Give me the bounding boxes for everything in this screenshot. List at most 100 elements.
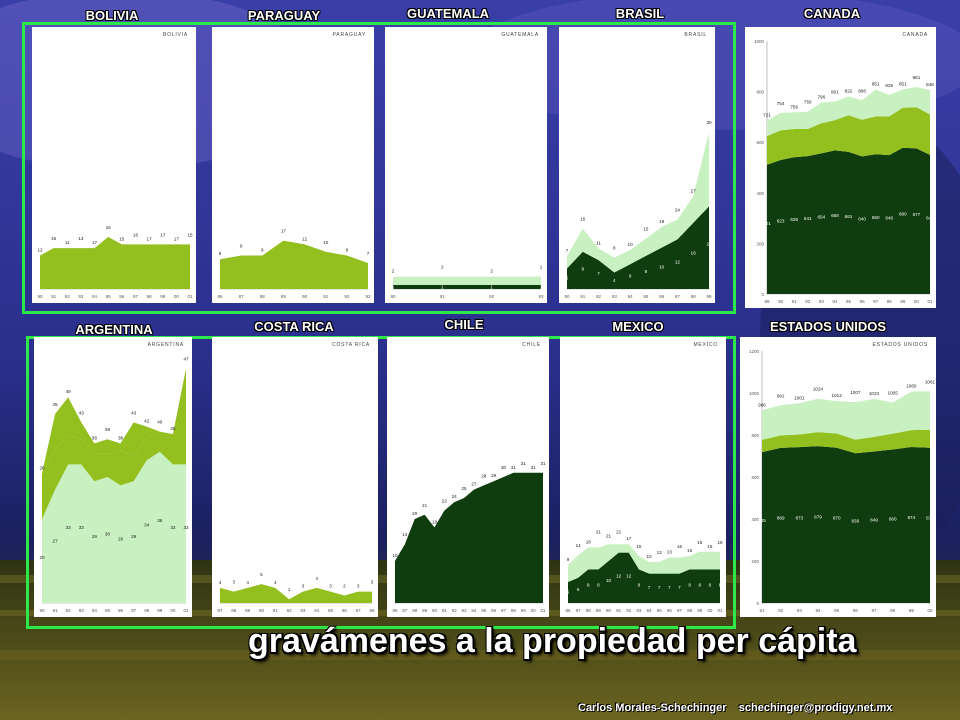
chart-panel-paraguay: PARAGUAY 8 86 9 87 9 88 17 89 12 90 10 91 9 92 7 93 xyxy=(212,27,374,303)
x-tick-bolivia: 90 xyxy=(37,294,43,299)
area-mid-guatemala xyxy=(393,276,541,285)
value-label-top-chile: 28 xyxy=(481,473,487,478)
x-tick-argentina: 01 xyxy=(183,608,189,613)
value-label-top-argentina: 47 xyxy=(183,357,189,362)
area-base-chile xyxy=(395,472,543,603)
value-label-top-mexico: 16 xyxy=(687,548,693,553)
value-label-top-bolivia: 17 xyxy=(147,236,153,241)
value-label-top-mexico: 21 xyxy=(606,533,612,538)
x-tick-canada: 91 xyxy=(792,299,798,304)
x-tick-costa-rica: 90 xyxy=(259,608,265,613)
credit-email: schechinger@prodigy.net.mx xyxy=(738,702,893,714)
value-label-base-brasil: 7 xyxy=(597,271,600,276)
value-label-top-estados-unidos: 1060 xyxy=(906,384,917,389)
x-tick-argentina: 95 xyxy=(105,608,111,613)
x-tick-paraguay: 87 xyxy=(239,294,245,299)
x-tick-mexico: 92 xyxy=(626,608,632,613)
x-tick-costa-rica: 89 xyxy=(245,608,251,613)
value-label-base-brasil: 8 xyxy=(645,269,648,274)
value-label-top-costa-rica: 4 xyxy=(315,576,318,581)
inner-label-mexico: MEXICO xyxy=(693,342,718,348)
x-tick-canada: 90 xyxy=(778,299,784,304)
value-label-top-mexico: 14 xyxy=(576,543,582,548)
value-label-top-canada: 721 xyxy=(763,113,771,118)
value-label-top-mexico: 13 xyxy=(667,550,673,555)
chart-panel-mexico: MEXICO 9 5 86 14 6 87 18 8 88 21 8 89 21 10 90 21 12 91 17 1… xyxy=(560,337,726,617)
value-label-top-chile: 24 xyxy=(452,494,458,499)
value-label-top-estados-unidos: 1007 xyxy=(850,390,861,395)
value-label-top-costa-rica: 3 xyxy=(371,580,374,585)
value-label-top-mexico: 13 xyxy=(657,550,663,555)
inner-label-brasil: BRASIL xyxy=(684,32,707,38)
x-tick-paraguay: 89 xyxy=(281,294,287,299)
area-main-costa-rica xyxy=(220,584,372,603)
value-label-top-argentina: 43 xyxy=(131,410,137,415)
x-tick-mexico: 95 xyxy=(657,608,663,613)
inner-label-chile: CHILE xyxy=(522,342,541,348)
x-tick-mexico: 99 xyxy=(697,608,703,613)
value-label-top-bolivia: 15 xyxy=(187,232,193,237)
value-label-base-canada: 661 xyxy=(845,214,853,219)
x-tick-mexico: 01 xyxy=(717,608,723,613)
chart-svg-guatemala: GUATEMALA 2 1 90 2 1 91 2 1 92 1 1 93 xyxy=(390,32,544,299)
chart-title-bolivia: BOLIVIA xyxy=(85,8,139,23)
x-tick-canada: 00 xyxy=(914,299,920,304)
value-label-base-mexico: 8 xyxy=(597,583,600,588)
x-tick-mexico: 00 xyxy=(707,608,713,613)
value-label-base-canada: 650 xyxy=(872,215,880,220)
area-base-guatemala xyxy=(393,284,541,289)
x-tick-brasil: 97 xyxy=(675,294,681,299)
chart-panel-argentina: ARGENTINA 26 20 90 45 27 91 49 33 92 43 33 93 38 29 94 3… xyxy=(34,337,192,617)
value-label-top-costa-rica: 4 xyxy=(246,580,249,585)
x-tick-bolivia: 92 xyxy=(65,294,71,299)
y-tick-estados-unidos: 1200 xyxy=(749,349,760,354)
value-label-top-guatemala: 2 xyxy=(441,265,444,270)
area-mid-argentina xyxy=(42,368,186,519)
x-tick-canada: 95 xyxy=(846,299,852,304)
value-label-base-canada: 601 xyxy=(763,221,771,226)
value-label-top-estados-unidos: 1001 xyxy=(794,395,805,400)
value-label-top-costa-rica: 4 xyxy=(274,580,277,585)
y-tick-canada: 0 xyxy=(761,292,764,297)
chart-svg-paraguay: PARAGUAY 8 86 9 87 9 88 17 89 12 90 10 91 9 92 7 93 xyxy=(217,32,371,299)
chart-panel-canada: CANADA 1000 800 600 400 200 0 721 601 89 754 623 90 7… xyxy=(745,27,936,308)
value-label-top-chile: 29 xyxy=(491,473,497,478)
area-top-canada xyxy=(767,87,930,137)
value-label-top-bolivia: 12 xyxy=(37,248,43,253)
x-tick-chile: 86 xyxy=(392,608,398,613)
value-label-base-guatemala: 1 xyxy=(441,285,444,290)
value-label-base-canada: 646 xyxy=(885,216,893,221)
value-label-top-brasil: 15 xyxy=(643,227,649,232)
value-label-top-mexico: 17 xyxy=(626,536,632,541)
chart-svg-canada: CANADA 1000 800 600 400 200 0 721 601 89 754 623 90 7… xyxy=(754,32,934,304)
x-tick-brasil: 98 xyxy=(691,294,697,299)
value-label-base-canada: 654 xyxy=(817,215,825,220)
value-label-base-argentina: 33 xyxy=(183,525,189,530)
y-tick-estados-unidos: 1000 xyxy=(749,391,760,396)
value-label-top-argentina: 42 xyxy=(144,419,150,424)
value-label-base-mexico: 10 xyxy=(606,578,612,583)
x-tick-costa-rica: 88 xyxy=(231,608,237,613)
value-label-top-bolivia: 17 xyxy=(92,240,98,245)
area-base-estados-unidos xyxy=(762,446,930,603)
inner-label-guatemala: GUATEMALA xyxy=(501,32,539,38)
x-tick-bolivia: 97 xyxy=(133,294,139,299)
x-tick-costa-rica: 92 xyxy=(287,608,293,613)
value-label-top-argentina: 49 xyxy=(66,389,72,394)
value-label-base-estados-unidos: 870 xyxy=(926,516,934,521)
value-label-top-argentina: 38 xyxy=(92,435,98,440)
x-tick-canada: 92 xyxy=(805,299,811,304)
x-tick-chile: 99 xyxy=(521,608,527,613)
x-tick-brasil: 96 xyxy=(659,294,665,299)
value-label-base-mexico: 7 xyxy=(668,585,671,590)
value-label-top-paraguay: 12 xyxy=(302,236,308,241)
x-tick-paraguay: 86 xyxy=(217,294,223,299)
value-label-top-paraguay: 17 xyxy=(281,229,287,234)
chart-title-canada: CANADA xyxy=(803,6,861,21)
value-label-top-bolivia: 13 xyxy=(78,236,84,241)
value-label-top-guatemala: 1 xyxy=(540,265,543,270)
x-tick-chile: 01 xyxy=(540,608,546,613)
value-label-base-canada: 641 xyxy=(804,216,812,221)
area-top-argentina xyxy=(42,368,186,474)
value-label-top-guatemala: 2 xyxy=(392,269,395,274)
